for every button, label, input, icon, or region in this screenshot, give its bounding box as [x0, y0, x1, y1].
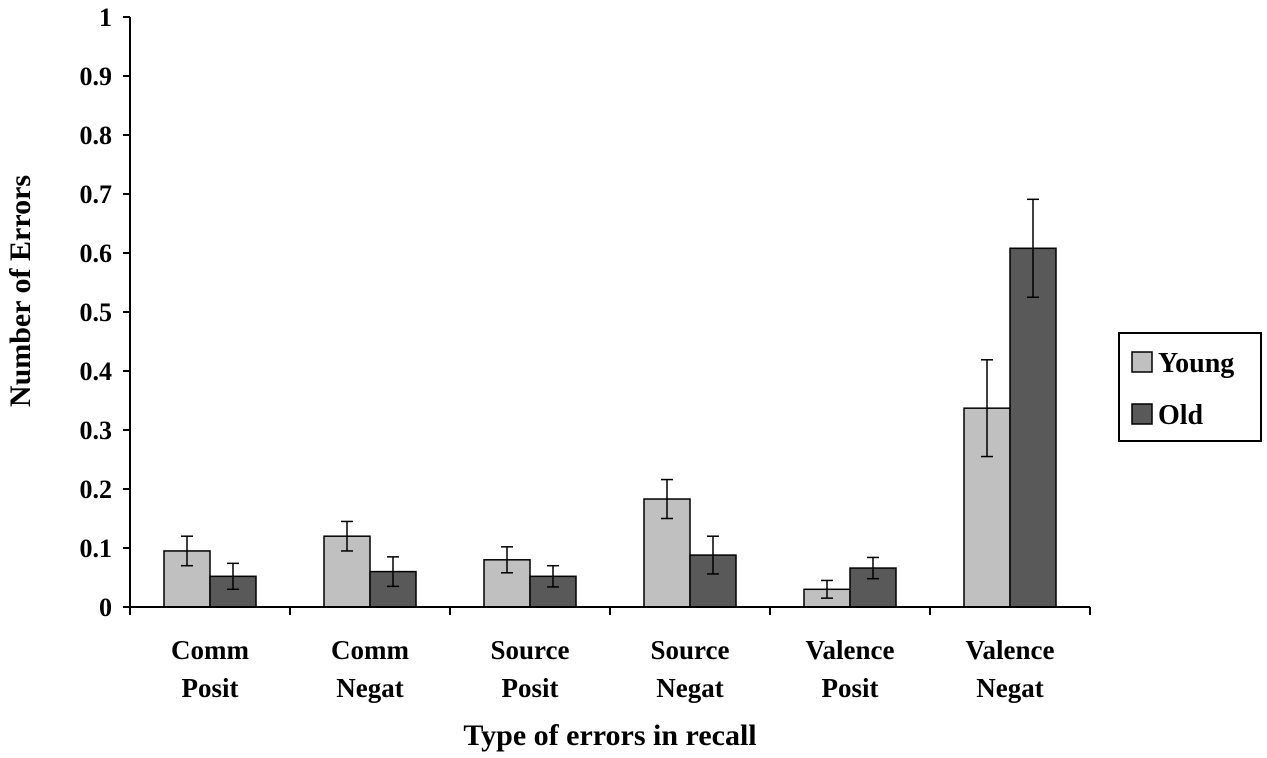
error-bar-young-4 [821, 579, 833, 599]
error-bar-old-5 [1027, 198, 1039, 298]
x-category-label: Negat [976, 673, 1043, 703]
legend-swatch-young [1131, 351, 1153, 373]
x-category-label: Negat [656, 673, 723, 703]
legend-label-young: Young [1158, 348, 1234, 379]
x-category-label: Negat [336, 673, 403, 703]
legend: Young Old [1118, 332, 1262, 442]
error-bar-old-1 [387, 556, 399, 588]
error-bar-old-4 [867, 556, 879, 580]
legend-swatch-old [1131, 403, 1153, 425]
labels-layer: 0 0.1 0.2 0.3 0.4 0.5 0.6 0.7 0.8 0.9 1 Comm Posit Co… [80, 3, 1055, 703]
y-tick-label: 0.7 [80, 180, 113, 209]
error-bar-young-5 [981, 359, 993, 458]
axes-layer [123, 16, 1091, 615]
y-tick-label: 0.9 [80, 62, 113, 91]
error-bar-old-3 [707, 535, 719, 575]
x-category-label: Valence [966, 635, 1055, 665]
y-tick-label: 0.3 [80, 416, 113, 445]
y-tick-label: 0.2 [80, 475, 113, 504]
error-bar-young-3 [661, 478, 673, 520]
x-category-label: Posit [822, 673, 879, 703]
y-tick-label: 0.1 [80, 534, 113, 563]
y-tick-label: 0.5 [80, 298, 113, 327]
x-category-label: Comm [331, 635, 409, 665]
legend-label-old: Old [1158, 400, 1204, 431]
error-bar-young-2 [501, 546, 513, 574]
x-category-label: Source [491, 635, 570, 665]
x-axis-title: Type of errors in recall [463, 719, 756, 752]
x-category-label: Valence [806, 635, 895, 665]
y-tick-label: 0.6 [80, 239, 113, 268]
error-bar-old-2 [547, 564, 559, 588]
error-bar-young-1 [341, 520, 353, 552]
y-tick-label: 0.8 [80, 121, 113, 150]
x-category-label: Posit [182, 673, 239, 703]
y-axis-title: Number of Errors [4, 175, 37, 407]
x-category-label: Comm [171, 635, 249, 665]
error-bar-young-0 [181, 535, 193, 567]
bars-layer [163, 198, 1057, 608]
x-category-label: Source [651, 635, 730, 665]
y-tick-label: 1 [99, 3, 112, 32]
x-category-label: Posit [502, 673, 559, 703]
bar-old-5 [1009, 247, 1057, 608]
y-tick-label: 0 [99, 593, 112, 622]
error-bar-old-0 [227, 562, 239, 591]
y-tick-label: 0.4 [80, 357, 113, 386]
